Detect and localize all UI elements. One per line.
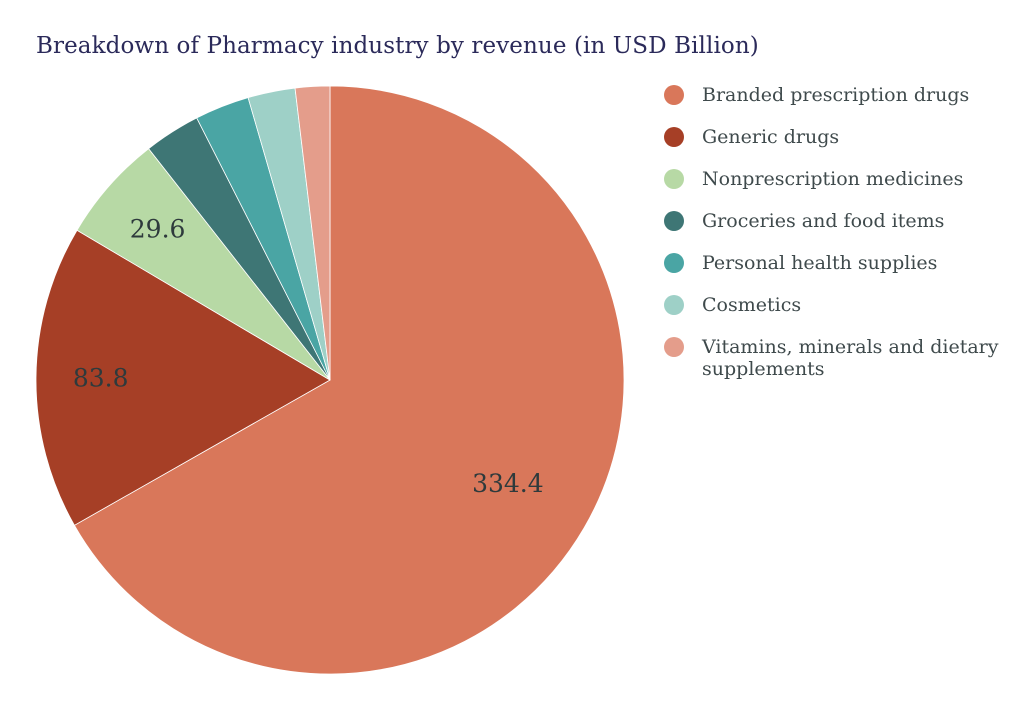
slice-label-generic-drugs: 83.8 — [73, 363, 129, 392]
legend-swatch — [664, 337, 684, 357]
legend: Branded prescription drugs Generic drugs N… — [664, 84, 1004, 400]
legend-swatch — [664, 211, 684, 231]
pie-slice-vitamins-minerals-and-dietary-supplements[interactable] — [294, 85, 331, 381]
pie-slice-generic-drugs[interactable] — [35, 229, 331, 526]
legend-label: Personal health supplies — [702, 252, 938, 274]
legend-label: Branded prescription drugs — [702, 84, 970, 106]
legend-item-nonprescription-medicines[interactable]: Nonprescription medicines — [664, 168, 1004, 190]
slice-label-nonprescription-medicines: 29.6 — [130, 214, 186, 243]
legend-item-cosmetics[interactable]: Cosmetics — [664, 294, 1004, 316]
slice-label-branded-prescription-drugs: 334.4 — [472, 469, 544, 498]
pie-slices — [35, 85, 625, 675]
legend-item-branded-prescription-drugs[interactable]: Branded prescription drugs — [664, 84, 1004, 106]
legend-label: Generic drugs — [702, 126, 840, 148]
legend-swatch — [664, 253, 684, 273]
legend-swatch — [664, 127, 684, 147]
legend-swatch — [664, 85, 684, 105]
pie-slice-labels: 334.4 83.8 29.6 — [73, 214, 544, 498]
legend-label: Cosmetics — [702, 294, 802, 316]
legend-label: Vitamins, minerals and dietary supplemen… — [702, 336, 999, 380]
pie-slice-branded-prescription-drugs[interactable] — [73, 85, 625, 675]
legend-item-vitamins-minerals-and-dietary-supplements[interactable]: Vitamins, minerals and dietary supplemen… — [664, 336, 1004, 380]
legend-item-personal-health-supplies[interactable]: Personal health supplies — [664, 252, 1004, 274]
legend-swatch — [664, 295, 684, 315]
legend-swatch — [664, 169, 684, 189]
legend-item-generic-drugs[interactable]: Generic drugs — [664, 126, 1004, 148]
legend-label: Groceries and food items — [702, 210, 945, 232]
chart-title: Breakdown of Pharmacy industry by revenu… — [36, 33, 759, 59]
legend-label: Nonprescription medicines — [702, 168, 964, 190]
legend-item-groceries-and-food-items[interactable]: Groceries and food items — [664, 210, 1004, 232]
